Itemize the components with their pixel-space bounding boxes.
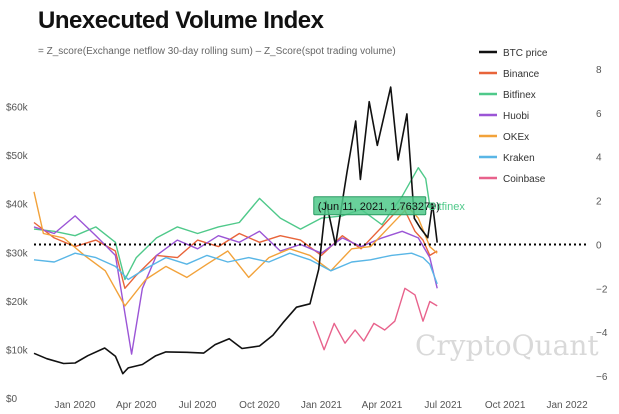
x-tick-label: Oct 2020 <box>239 400 280 411</box>
series-line-huobi <box>33 215 438 355</box>
y-right-tick-label: 4 <box>596 153 602 164</box>
tooltip-point <box>427 203 433 209</box>
x-tick-label: Oct 2021 <box>485 400 526 411</box>
series-line-binance <box>33 204 438 289</box>
legend-label: Bitfinex <box>503 90 536 101</box>
x-tick-label: Jul 2021 <box>424 400 462 411</box>
legend-label: Kraken <box>503 153 535 164</box>
legend-label: Coinbase <box>503 174 546 185</box>
y-right-tick-label: 2 <box>596 197 602 208</box>
y-left-tick-label: $10k <box>6 345 29 356</box>
y-left-tick-label: $50k <box>6 151 29 162</box>
y-right-tick-label: 6 <box>596 109 602 120</box>
tooltip-series-label: Bitfinex <box>429 201 466 213</box>
y-left-tick-label: $60k <box>6 103 29 114</box>
legend-label: BTC price <box>503 48 548 59</box>
y-right-tick-label: −6 <box>596 372 608 383</box>
x-tick-label: Jan 2021 <box>301 400 343 411</box>
y-right-tick-label: −2 <box>596 284 608 295</box>
legend-label: Huobi <box>503 111 529 122</box>
x-tick-label: Jan 2020 <box>54 400 96 411</box>
x-tick-label: Jul 2020 <box>179 400 217 411</box>
series-line-coinbase <box>312 287 438 351</box>
chart-subtitle: = Z_score(Exchange netflow 30-day rollin… <box>38 46 396 57</box>
y-right-tick-label: −4 <box>596 328 608 339</box>
y-right-tick-label: 0 <box>596 240 602 251</box>
y-right-tick-label: 8 <box>596 65 602 76</box>
series-line-okex <box>33 191 438 307</box>
series-line-btc-price <box>33 86 438 375</box>
x-tick-label: Apr 2020 <box>116 400 157 411</box>
chart-title: Unexecuted Volume Index <box>38 7 324 34</box>
tooltip-box <box>313 196 427 216</box>
series-line-kraken <box>33 252 438 285</box>
y-left-tick-label: $40k <box>6 200 29 211</box>
legend-label: Binance <box>503 69 540 80</box>
legend-label: OKEx <box>503 132 529 143</box>
x-tick-label: Jan 2022 <box>546 400 588 411</box>
tooltip-text: (Jun 11, 2021, 1.763279) <box>318 201 440 213</box>
y-left-tick-label: $20k <box>6 297 29 308</box>
x-tick-label: Apr 2021 <box>362 400 403 411</box>
y-left-tick-label: $30k <box>6 248 29 259</box>
watermark: CryptoQuant <box>415 329 599 362</box>
y-left-tick-label: $0 <box>6 394 18 405</box>
